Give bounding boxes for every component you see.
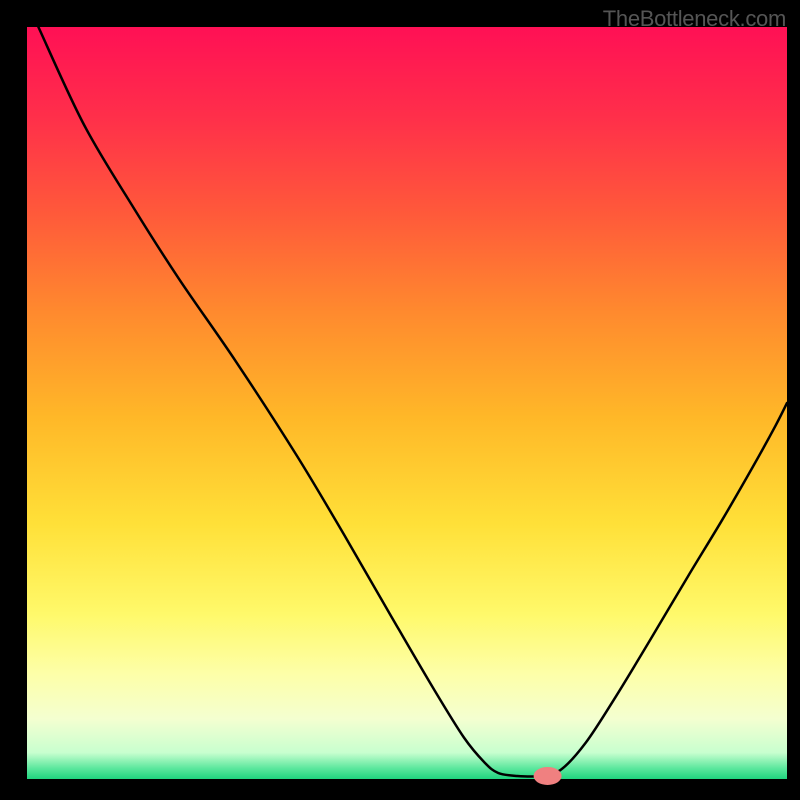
watermark-label: TheBottleneck.com	[603, 6, 786, 32]
optimum-marker	[534, 767, 562, 785]
plot-background	[27, 27, 787, 779]
bottleneck-chart	[0, 0, 800, 800]
